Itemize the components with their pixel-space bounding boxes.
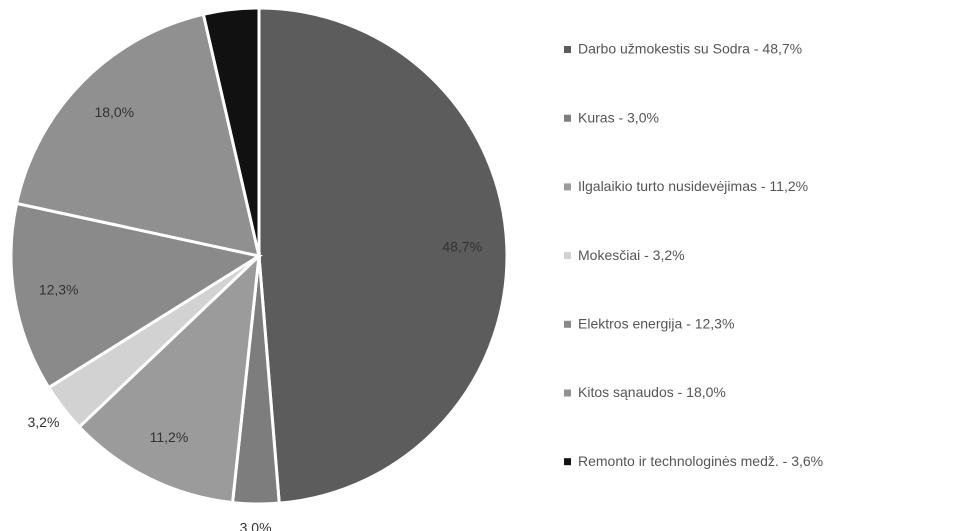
pie-slice — [77, 252, 261, 505]
pie-slice — [201, 6, 261, 257]
data-label: 3,2% — [27, 414, 59, 430]
legend-swatch — [564, 46, 571, 53]
data-label: 11,2% — [150, 429, 189, 445]
data-label: 48,7% — [442, 238, 482, 254]
legend-label: Kitos sąnaudos - 18,0% — [578, 384, 726, 400]
pie-slice — [9, 201, 263, 390]
legend-swatch — [564, 114, 571, 122]
legend-swatch — [564, 252, 571, 260]
legend-label: Elektros energija - 12,3% — [578, 316, 734, 332]
pie-slice — [257, 6, 509, 505]
legend-label: Darbo užmokestis su Sodra - 48,7% — [578, 41, 802, 57]
legend-label: Remonto ir technologinės medž. - 3,6% — [578, 453, 823, 469]
pie-slice — [14, 12, 261, 258]
legend-swatch — [564, 183, 571, 191]
data-label: 3,0% — [240, 519, 272, 531]
legend-swatch — [564, 320, 571, 328]
legend-label: Mokesčiai - 3,2% — [578, 247, 685, 263]
legend-swatch — [564, 389, 571, 397]
data-label: 18,0% — [94, 104, 134, 120]
data-label: 12,3% — [39, 282, 79, 298]
legend-label: Kuras - 3,0% — [578, 109, 659, 125]
legend-swatch — [564, 458, 571, 466]
legend-label: Ilgalaikio turto nusidevėjimas - 11,2% — [578, 178, 808, 194]
